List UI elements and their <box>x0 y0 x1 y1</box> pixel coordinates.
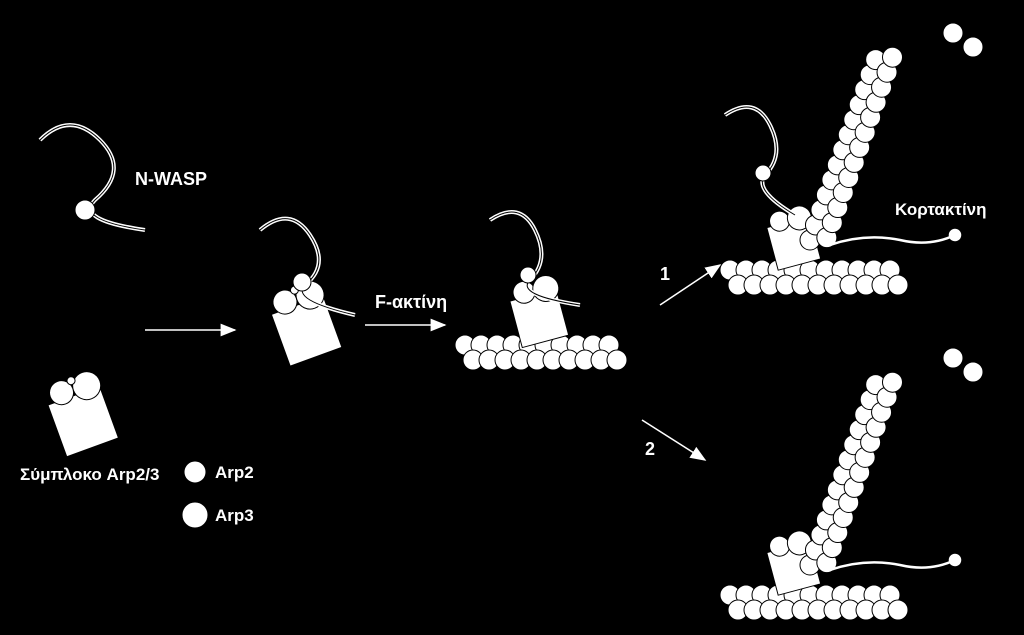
stage-on-filament <box>455 212 627 370</box>
nwasp-molecule <box>40 125 145 230</box>
complex-label: Σύμπλοκο Arp2/3 <box>20 465 159 484</box>
legend-arp3: Arp3 <box>182 502 254 528</box>
legend-arp2: Arp2 <box>184 461 254 483</box>
bound-complex <box>260 219 355 367</box>
stage-branch-plain <box>720 348 983 620</box>
arp-complex <box>41 368 120 457</box>
cortactin-label: Κορτακτίνη <box>895 200 987 219</box>
branch2-label: 2 <box>645 439 655 459</box>
svg-text:Arp3: Arp3 <box>215 506 254 525</box>
branch1-label: 1 <box>660 264 670 284</box>
factin-label: F-ακτίνη <box>375 292 447 312</box>
svg-text:Arp2: Arp2 <box>215 463 254 482</box>
nwasp-label: N-WASP <box>135 169 207 189</box>
stage-branch-cortactin <box>720 23 983 295</box>
